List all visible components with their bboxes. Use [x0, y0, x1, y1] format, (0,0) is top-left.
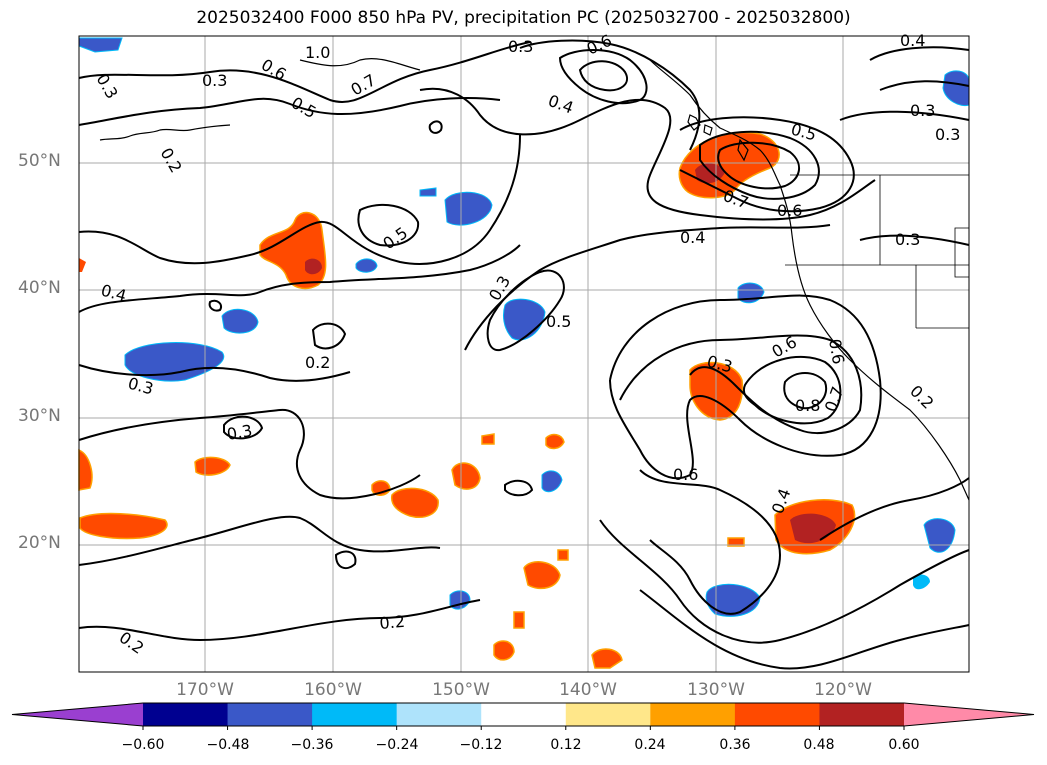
contour-label: 1.0: [305, 43, 330, 62]
colorbar: [11, 702, 1035, 730]
colorbar-tick: −0.48: [206, 737, 250, 753]
colorbar-tick: 0.48: [803, 737, 835, 753]
colorbar-tick: 0.60: [888, 737, 920, 753]
contour-label: 0.6: [825, 337, 848, 365]
pv-contours: [78, 39, 970, 670]
gridlines: [79, 36, 969, 672]
colorbar-tick: 0.24: [634, 737, 666, 753]
contour-label: 0.2: [379, 612, 406, 633]
contour-label: 0.4: [900, 31, 925, 50]
colorbar-segment: [227, 703, 313, 726]
map-title: 2025032400 F000 850 hPa PV, precipitatio…: [196, 8, 851, 28]
colorbar-segment: [650, 703, 736, 726]
contour-label: 0.3: [225, 421, 253, 444]
contour-label: 0.5: [546, 312, 571, 331]
colorbar-segment: [819, 703, 905, 726]
lat-label-50n: 50°N: [18, 151, 61, 171]
contour-label: 0.2: [305, 353, 330, 372]
colorbar-tick: −0.36: [290, 737, 334, 753]
lon-label-160w: 160°W: [304, 680, 362, 700]
colorbar-tick: 0.12: [550, 737, 582, 753]
contour-label: 0.3: [202, 71, 227, 90]
colorbar-tick: −0.12: [459, 737, 503, 753]
lon-label-150w: 150°W: [432, 680, 490, 700]
lon-label-170w: 170°W: [176, 680, 234, 700]
contour-label: 0.3: [935, 125, 960, 144]
coastline: [99, 58, 970, 501]
lat-label-30n: 30°N: [18, 406, 61, 426]
plot-frame: [78, 35, 970, 673]
colorbar-extend-max: [904, 703, 1034, 726]
lat-label-40n: 40°N: [18, 278, 61, 298]
contour-label: 0.3: [895, 230, 920, 249]
lon-label-140w: 140°W: [559, 680, 617, 700]
lon-label-120w: 120°W: [814, 680, 872, 700]
colorbar-segment: [396, 703, 482, 726]
contour-label: 0.8: [795, 396, 820, 415]
colorbar-segment: [734, 703, 820, 726]
lat-label-20n: 20°N: [18, 533, 61, 553]
contour-label: 0.3: [508, 37, 533, 56]
lon-label-130w: 130°W: [687, 680, 745, 700]
colorbar-segment: [565, 703, 651, 726]
colorbar-extend-min: [12, 703, 143, 726]
colorbar-tick: −0.60: [121, 737, 165, 753]
contour-label: 0.3: [910, 101, 935, 120]
colorbar-segment: [481, 703, 567, 726]
colorbar-tick: 0.36: [719, 737, 751, 753]
negative-precip-areas: [78, 37, 970, 617]
contour-label: 0.6: [777, 201, 802, 220]
plot-area: [79, 36, 969, 672]
contour-label: 0.6: [673, 465, 698, 484]
colorbar-segment: [312, 703, 398, 726]
colorbar-tick: −0.24: [375, 737, 419, 753]
contour-label: 0.4: [680, 228, 705, 247]
colorbar-segment: [143, 703, 229, 726]
